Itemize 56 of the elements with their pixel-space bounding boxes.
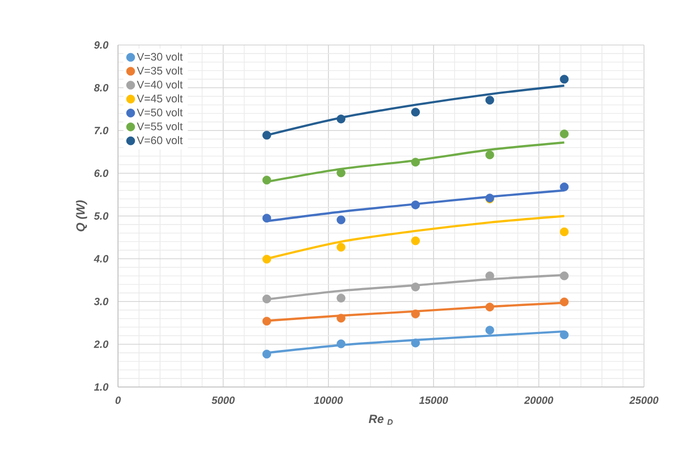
point — [411, 108, 420, 117]
point — [485, 96, 494, 105]
point — [336, 314, 346, 323]
x-tick-label: 0 — [116, 396, 121, 404]
x-tick-label: 10000 — [314, 396, 343, 404]
point — [411, 236, 420, 246]
legend-label: V=55 volt — [136, 122, 183, 130]
point — [411, 338, 420, 348]
legend-label: V=40 volt — [136, 80, 183, 88]
point — [485, 150, 494, 160]
point — [485, 271, 494, 280]
legend-label: V=60 volt — [136, 136, 183, 144]
y-tick-label: 8.0 — [94, 84, 108, 92]
point — [336, 242, 346, 252]
point — [336, 215, 346, 224]
point — [262, 294, 272, 304]
point — [411, 158, 420, 167]
legend-label: V=50 volt — [136, 108, 183, 116]
y-tick-label: 5.0 — [94, 212, 108, 220]
point — [560, 330, 569, 340]
y-tick-label: 2.0 — [94, 340, 108, 348]
x-tick-label: 25000 — [629, 396, 658, 404]
point — [560, 227, 569, 236]
y-tick-label: 9.0 — [94, 41, 108, 49]
y-tick-label: 6.0 — [94, 170, 108, 177]
y-tick-label: 3.0 — [94, 298, 108, 306]
point — [560, 298, 569, 306]
legend-label: V=35 volt — [136, 66, 183, 75]
y-tick-label: 4.0 — [94, 255, 108, 262]
x-tick-label: 20000 — [524, 396, 554, 404]
point — [411, 310, 420, 318]
point — [336, 114, 346, 124]
point — [485, 326, 494, 335]
point — [262, 254, 272, 264]
point — [336, 339, 346, 348]
y-axis-title: Q (W) — [76, 200, 88, 232]
point — [411, 200, 420, 210]
y-tick-label: 7.0 — [94, 126, 108, 134]
point — [262, 130, 272, 140]
x-axis-title: Re $_{D}$ — [368, 414, 393, 425]
point — [560, 271, 569, 280]
point — [262, 350, 272, 358]
point — [485, 302, 494, 312]
y-tick-label: 1.0 — [94, 383, 108, 391]
legend-label: V=45 volt — [136, 94, 183, 102]
point — [262, 214, 272, 223]
x-tick-label: 5000 — [212, 396, 235, 404]
point — [262, 316, 272, 326]
point — [560, 74, 569, 84]
legend-label: V=30 volt — [136, 52, 183, 61]
point — [560, 182, 569, 192]
point — [262, 176, 272, 184]
point — [411, 282, 420, 292]
point — [336, 294, 346, 302]
x-tick-label: 15000 — [419, 396, 448, 404]
point — [560, 130, 569, 138]
